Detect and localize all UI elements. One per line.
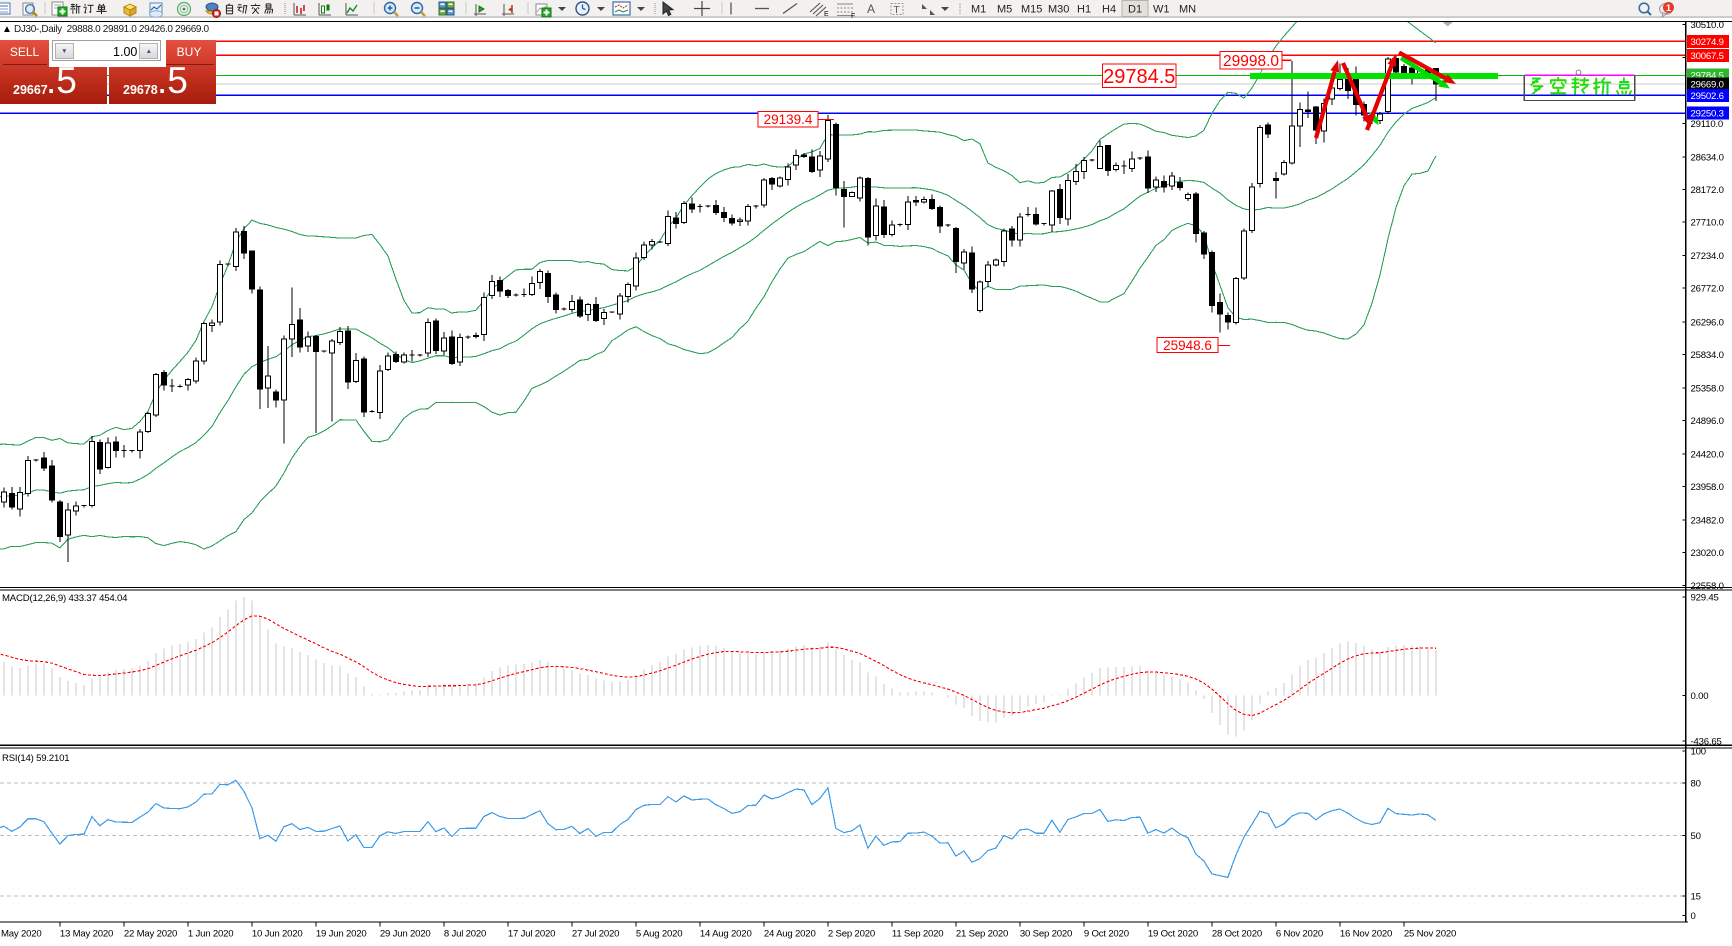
svg-text:9 Oct 2020: 9 Oct 2020 [1084, 929, 1129, 940]
svg-text:H4: H4 [1102, 4, 1116, 16]
svg-text:80: 80 [1691, 779, 1701, 790]
svg-text:24 Aug 2020: 24 Aug 2020 [764, 929, 816, 940]
svg-text:26772.0: 26772.0 [1691, 284, 1724, 295]
svg-text:13 May 2020: 13 May 2020 [60, 929, 113, 940]
svg-text:29669.0: 29669.0 [1691, 80, 1724, 91]
svg-text:30067.5: 30067.5 [1691, 51, 1724, 62]
svg-text:25948.6: 25948.6 [1163, 338, 1212, 353]
svg-text:19 Jun 2020: 19 Jun 2020 [316, 929, 367, 940]
svg-text:23482.0: 23482.0 [1691, 516, 1724, 527]
svg-text:29250.3: 29250.3 [1691, 109, 1724, 120]
svg-text:29998.0: 29998.0 [1223, 53, 1279, 70]
svg-text:15: 15 [1691, 892, 1701, 903]
svg-text:23958.0: 23958.0 [1691, 482, 1724, 493]
svg-text:May 2020: May 2020 [1, 929, 42, 940]
svg-text:M5: M5 [997, 4, 1012, 16]
svg-text:50: 50 [1691, 831, 1701, 842]
svg-text:26296.0: 26296.0 [1691, 317, 1724, 328]
svg-text:28172.0: 28172.0 [1691, 185, 1724, 196]
svg-text:11 Sep 2020: 11 Sep 2020 [892, 929, 944, 940]
svg-text:MACD(12,26,9) 433.37 454.04: MACD(12,26,9) 433.37 454.04 [2, 593, 128, 604]
svg-text:T: T [894, 5, 900, 16]
svg-text:M30: M30 [1048, 4, 1069, 16]
svg-text:A: A [867, 2, 875, 16]
svg-text:100: 100 [1691, 747, 1706, 758]
svg-text:5 Aug 2020: 5 Aug 2020 [636, 929, 683, 940]
svg-text:D1: D1 [1128, 4, 1142, 16]
svg-text:19 Oct 2020: 19 Oct 2020 [1148, 929, 1198, 940]
svg-text:29784.5: 29784.5 [1103, 66, 1175, 88]
svg-text:29110.0: 29110.0 [1691, 119, 1724, 130]
svg-text:10 Jun 2020: 10 Jun 2020 [252, 929, 303, 940]
svg-text:1: 1 [1666, 3, 1672, 14]
svg-text:28 Oct 2020: 28 Oct 2020 [1212, 929, 1262, 940]
svg-text:27710.0: 27710.0 [1691, 218, 1724, 229]
svg-text:6 Nov 2020: 6 Nov 2020 [1276, 929, 1323, 940]
svg-text:MN: MN [1179, 4, 1196, 16]
svg-text:30 Sep 2020: 30 Sep 2020 [1020, 929, 1072, 940]
svg-text:F: F [851, 13, 855, 20]
svg-text:0.00: 0.00 [1691, 691, 1709, 702]
svg-text:2 Sep 2020: 2 Sep 2020 [828, 929, 875, 940]
svg-text:22558.0: 22558.0 [1691, 581, 1724, 592]
svg-text:27 Jul 2020: 27 Jul 2020 [572, 929, 619, 940]
svg-text:28634.0: 28634.0 [1691, 153, 1724, 164]
svg-text:25358.0: 25358.0 [1691, 383, 1724, 394]
svg-text:M15: M15 [1021, 4, 1042, 16]
svg-text:25834.0: 25834.0 [1691, 350, 1724, 361]
svg-text:22 May 2020: 22 May 2020 [124, 929, 177, 940]
svg-text:30274.9: 30274.9 [1691, 37, 1724, 48]
svg-text:E: E [824, 11, 829, 18]
svg-text:0: 0 [1691, 911, 1696, 922]
svg-text:29 Jun 2020: 29 Jun 2020 [380, 929, 431, 940]
svg-text:M1: M1 [971, 4, 986, 16]
svg-text:14 Aug 2020: 14 Aug 2020 [700, 929, 752, 940]
svg-text:21 Sep 2020: 21 Sep 2020 [956, 929, 1008, 940]
svg-text:23020.0: 23020.0 [1691, 548, 1724, 559]
svg-text:1 Jun 2020: 1 Jun 2020 [188, 929, 233, 940]
svg-text:17 Jul 2020: 17 Jul 2020 [508, 929, 555, 940]
svg-text:8 Jul 2020: 8 Jul 2020 [444, 929, 486, 940]
svg-text:929.45: 929.45 [1691, 593, 1719, 604]
svg-text:29502.6: 29502.6 [1691, 91, 1724, 102]
svg-text:24896.0: 24896.0 [1691, 416, 1724, 427]
svg-text:27234.0: 27234.0 [1691, 251, 1724, 262]
svg-text:29139.4: 29139.4 [764, 112, 813, 127]
svg-text:H1: H1 [1077, 4, 1091, 16]
svg-text:W1: W1 [1153, 4, 1170, 16]
svg-text:25 Nov 2020: 25 Nov 2020 [1404, 929, 1456, 940]
svg-text:RSI(14) 59.2101: RSI(14) 59.2101 [2, 753, 69, 764]
svg-text:16 Nov 2020: 16 Nov 2020 [1340, 929, 1392, 940]
svg-text:24420.0: 24420.0 [1691, 450, 1724, 461]
